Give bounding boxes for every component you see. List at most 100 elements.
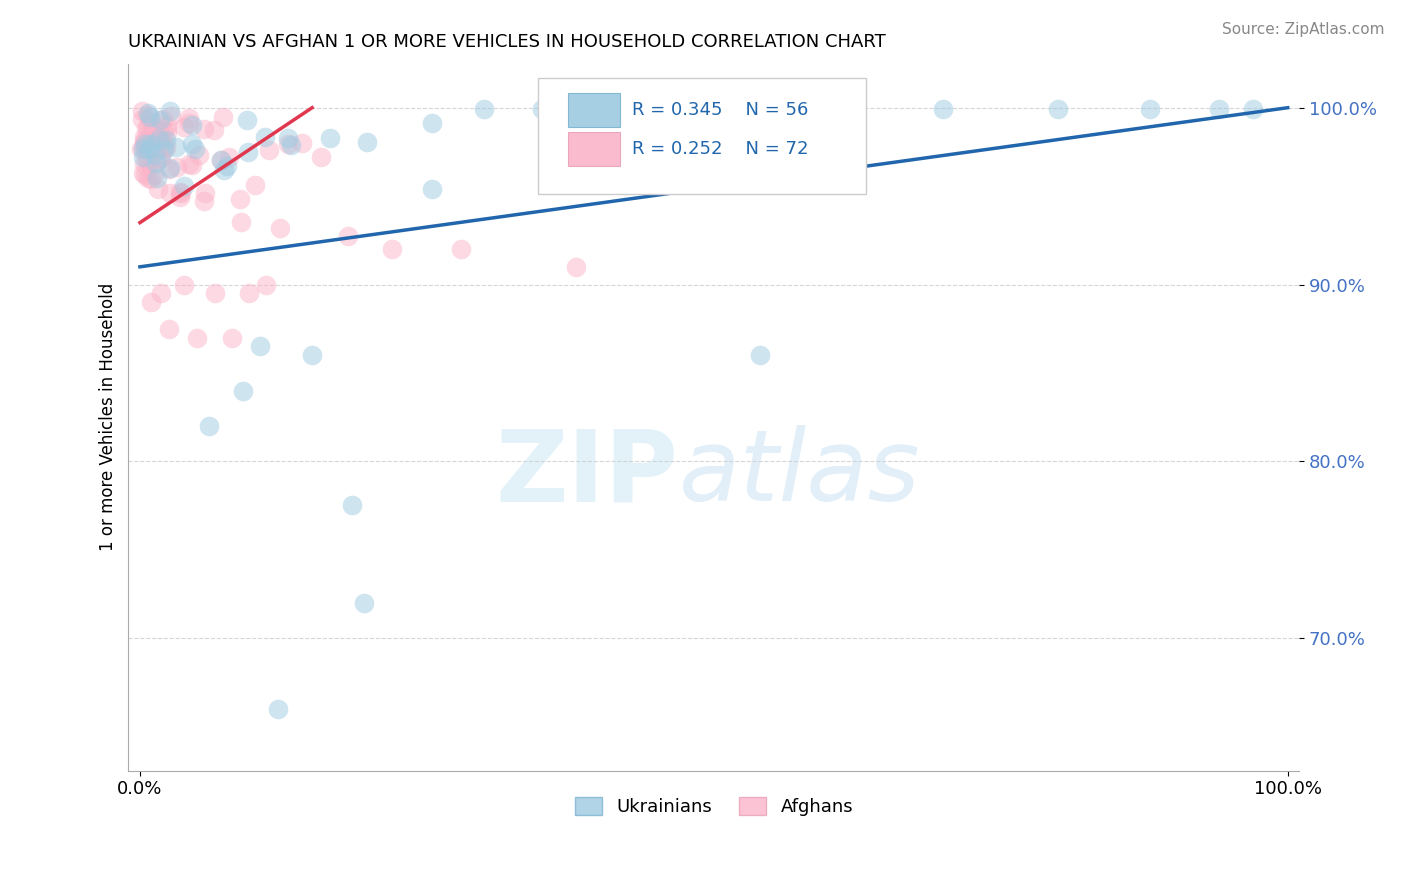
Point xyxy=(243,178,266,193)
Point xyxy=(218,150,240,164)
Point xyxy=(146,182,169,196)
Point xyxy=(143,120,166,134)
Point xyxy=(1208,103,1230,117)
Point xyxy=(209,153,232,167)
Point xyxy=(353,596,375,610)
Point xyxy=(254,277,277,292)
FancyBboxPatch shape xyxy=(568,132,620,166)
Point xyxy=(212,162,235,177)
Point xyxy=(159,161,181,175)
Point xyxy=(157,162,180,177)
Point xyxy=(165,140,187,154)
Point xyxy=(157,321,180,335)
Point xyxy=(159,186,181,200)
Point xyxy=(266,702,288,716)
Point xyxy=(1139,103,1161,117)
Point xyxy=(221,330,243,344)
Point xyxy=(141,125,163,139)
Point xyxy=(155,125,177,139)
Point xyxy=(319,130,342,145)
Point xyxy=(173,178,195,193)
Point xyxy=(131,103,153,118)
Point xyxy=(253,130,276,145)
Point xyxy=(156,119,179,133)
Point xyxy=(229,192,252,206)
Point xyxy=(136,108,159,122)
Point xyxy=(217,160,239,174)
Point xyxy=(155,140,177,154)
Point xyxy=(149,131,172,145)
Point xyxy=(309,150,332,164)
Point xyxy=(152,112,174,127)
Point xyxy=(188,148,211,162)
Point xyxy=(155,132,177,146)
Point xyxy=(277,136,299,151)
Point xyxy=(588,103,610,117)
Point xyxy=(139,110,162,124)
Point xyxy=(356,135,378,149)
Point xyxy=(138,156,160,170)
Point xyxy=(381,242,404,256)
Point xyxy=(145,148,167,162)
Point xyxy=(342,499,364,513)
Point xyxy=(212,110,235,124)
Point xyxy=(1047,103,1070,117)
Point xyxy=(166,160,188,174)
Point xyxy=(277,131,299,145)
Point xyxy=(1241,103,1264,117)
Point xyxy=(132,166,155,180)
Point xyxy=(159,103,181,118)
Point xyxy=(173,120,195,134)
Point xyxy=(530,103,553,117)
Point xyxy=(153,125,176,139)
Text: R = 0.345    N = 56: R = 0.345 N = 56 xyxy=(631,101,808,120)
Point xyxy=(170,186,193,200)
Point xyxy=(420,182,443,196)
Point xyxy=(177,157,200,171)
Point xyxy=(183,142,205,156)
Text: ZIP: ZIP xyxy=(496,425,679,522)
Point xyxy=(132,130,155,145)
Point xyxy=(149,112,172,127)
Point xyxy=(249,339,271,353)
Point xyxy=(153,143,176,157)
Text: R = 0.252    N = 72: R = 0.252 N = 72 xyxy=(631,140,808,158)
Point xyxy=(198,419,221,434)
Point xyxy=(177,116,200,130)
Point xyxy=(238,145,260,159)
Point xyxy=(132,134,155,148)
Point xyxy=(173,277,195,292)
Point xyxy=(194,186,217,200)
Point xyxy=(193,194,215,208)
Point xyxy=(141,115,163,129)
Point xyxy=(134,137,156,152)
Point xyxy=(280,138,302,153)
Point xyxy=(132,142,155,156)
Point xyxy=(141,136,163,151)
Point xyxy=(139,128,162,143)
Point xyxy=(150,151,173,165)
Point xyxy=(202,122,225,136)
Point xyxy=(159,109,181,123)
Point xyxy=(136,171,159,186)
Point xyxy=(134,168,156,182)
Point xyxy=(336,229,359,244)
Point xyxy=(238,286,260,301)
Point xyxy=(180,158,202,172)
Point xyxy=(149,151,172,165)
Point xyxy=(269,220,291,235)
Point xyxy=(232,384,254,398)
Point xyxy=(169,185,191,199)
Text: UKRAINIAN VS AFGHAN 1 OR MORE VEHICLES IN HOUSEHOLD CORRELATION CHART: UKRAINIAN VS AFGHAN 1 OR MORE VEHICLES I… xyxy=(128,33,886,51)
Point xyxy=(472,103,495,117)
Point xyxy=(136,120,159,135)
Point xyxy=(138,142,160,156)
Point xyxy=(134,157,156,171)
Point xyxy=(134,134,156,148)
Point xyxy=(146,171,169,186)
Point xyxy=(145,155,167,169)
Point xyxy=(141,171,163,186)
Point xyxy=(135,121,157,136)
Point xyxy=(301,348,323,362)
Point xyxy=(132,150,155,164)
